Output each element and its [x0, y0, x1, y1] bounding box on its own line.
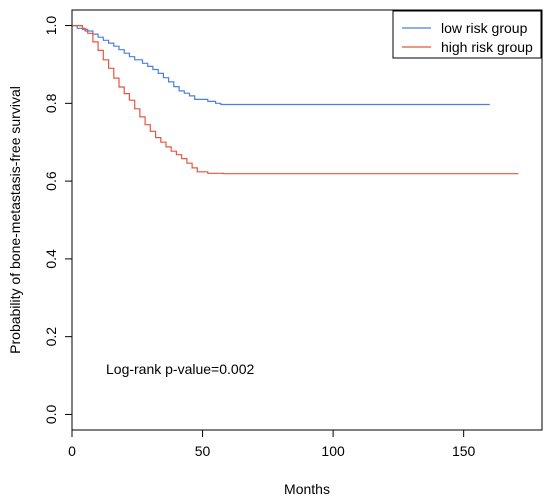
x-axis: 0 50 100 150 — [68, 429, 476, 459]
y-tick-label: 0.0 — [43, 405, 59, 425]
logrank-annotation: Log-rank p-value=0.002 — [106, 361, 254, 377]
x-tick-label: 50 — [195, 443, 211, 459]
x-tick-label: 150 — [452, 443, 476, 459]
y-axis-title: Probability of bone-metastasis-free surv… — [7, 86, 23, 354]
series-layer — [72, 25, 519, 175]
x-tick-label: 0 — [68, 443, 76, 459]
legend-label-high-risk: high risk group — [441, 39, 533, 55]
series-line-1 — [72, 25, 519, 175]
x-tick-label: 100 — [321, 443, 345, 459]
y-tick-label: 0.6 — [43, 171, 59, 191]
y-axis: 0.0 0.2 0.4 0.6 0.8 1.0 — [43, 16, 73, 425]
legend: low risk group high risk group — [392, 10, 542, 59]
y-tick-label: 0.4 — [43, 249, 59, 269]
x-axis-title: Months — [284, 481, 330, 497]
legend-box — [392, 10, 542, 59]
series-line-0 — [72, 25, 490, 106]
y-tick-label: 1.0 — [43, 16, 59, 36]
legend-label-low-risk: low risk group — [441, 20, 528, 36]
y-tick-label: 0.8 — [43, 93, 59, 113]
y-tick-label: 0.2 — [43, 327, 59, 347]
